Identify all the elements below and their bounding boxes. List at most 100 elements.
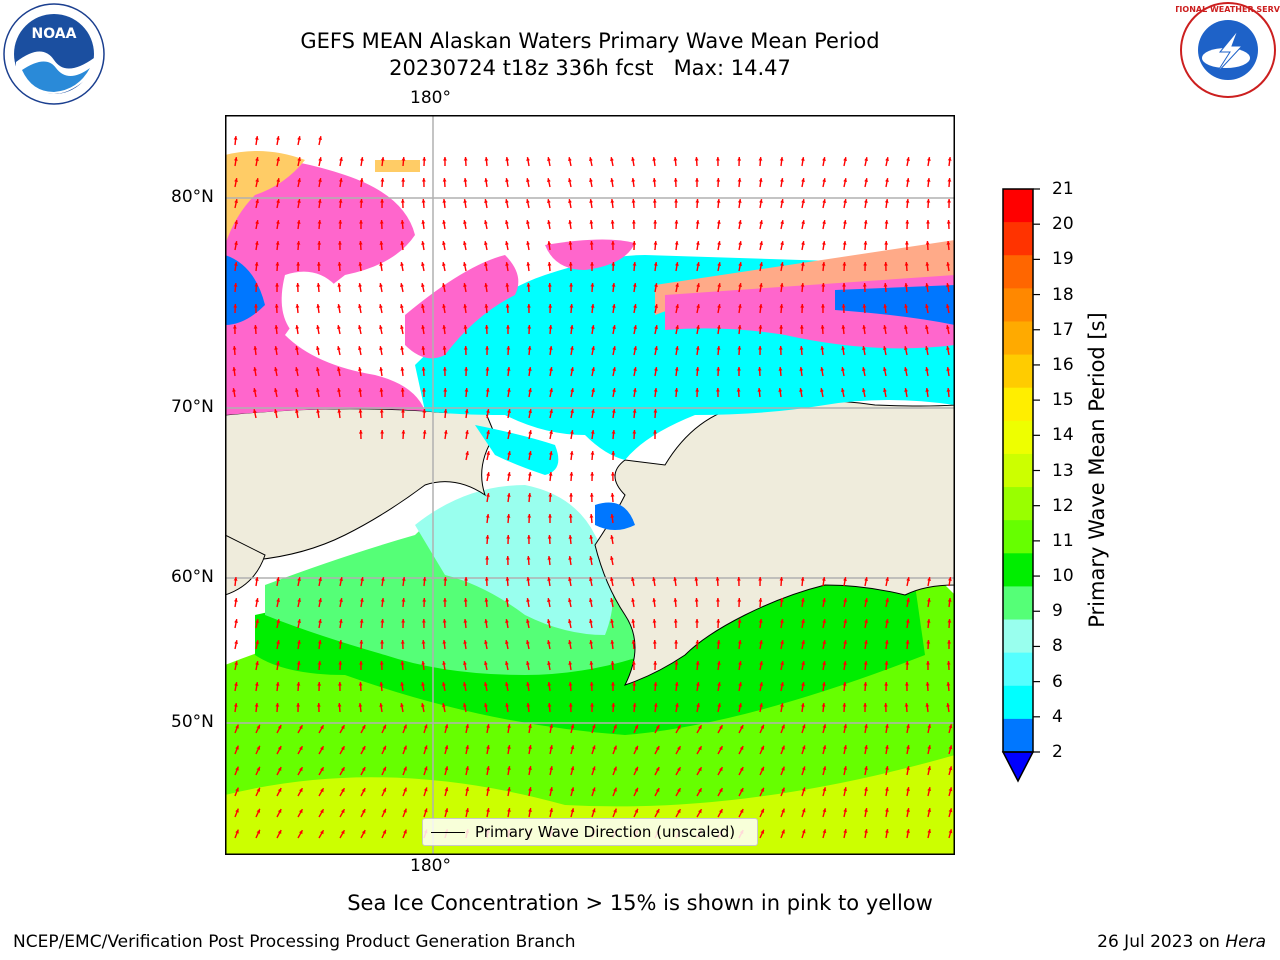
wave-vector-head [948, 829, 953, 834]
wave-vector-head [822, 598, 826, 602]
wave-vector-head [945, 304, 950, 309]
wave-vector-head [421, 325, 425, 329]
wave-vector-head [738, 661, 742, 665]
wave-vector-head [842, 241, 847, 245]
wave-vector-head [295, 346, 299, 350]
wave-vector-head [716, 220, 721, 224]
wave-vector-head [380, 199, 384, 203]
wave-vector-head [568, 556, 573, 560]
wave-vector-head [800, 157, 805, 161]
wave-vector-head [506, 388, 511, 392]
wave-vector-head [526, 220, 530, 225]
wave-vector-head [464, 367, 469, 371]
wave-vector-head [633, 367, 637, 371]
wave-vector-head [820, 346, 825, 350]
wave-vector-head [486, 745, 490, 749]
wave-vector-head [739, 767, 744, 772]
wave-vector-head [652, 577, 656, 581]
wave-vector-head [904, 304, 908, 308]
wave-vector-head [758, 598, 763, 602]
wave-vector-head [862, 346, 866, 350]
wave-vector-head [547, 241, 552, 245]
colorbar-block [1003, 586, 1033, 621]
wave-vector-head [341, 746, 345, 751]
wave-vector-head [423, 787, 428, 792]
wave-vector-head [800, 304, 805, 308]
wave-vector-head [780, 619, 784, 623]
wave-vector-head [843, 619, 848, 624]
wave-vector-head [528, 766, 532, 770]
wave-vector-head [361, 767, 366, 772]
wave-vector-head [547, 661, 551, 665]
wave-vector-head [570, 808, 575, 813]
wave-vector-head [444, 766, 449, 771]
wave-vector-head [719, 746, 723, 751]
wave-vector-head [233, 262, 238, 266]
wave-vector-head [485, 556, 490, 560]
wave-vector-head [905, 619, 910, 623]
colorbar-tick-label: 14 [1052, 425, 1074, 446]
wave-vector-head [781, 787, 785, 792]
wave-vector-head [926, 199, 931, 203]
wave-vector-head [463, 304, 468, 308]
wave-vector-head [946, 241, 951, 245]
wave-vector-head [338, 619, 343, 623]
wave-vector-head [442, 199, 447, 203]
wave-vector-head [677, 809, 681, 814]
wave-vector-head [505, 556, 510, 560]
wave-vector-head [654, 346, 658, 350]
wave-vector-head [719, 767, 723, 772]
wave-vector-head [778, 346, 783, 350]
wave-vector-head [946, 661, 951, 665]
wave-vector-head [883, 703, 888, 707]
wave-vector-head [400, 640, 405, 644]
wave-vector-head [862, 325, 867, 329]
colorbar-tick-label: 11 [1052, 530, 1074, 551]
wave-vector-head [421, 304, 425, 308]
wave-vector-head [674, 682, 679, 686]
wave-vector-head [589, 220, 594, 224]
wave-vector-head [610, 619, 614, 623]
wave-vector-head [527, 367, 532, 371]
wave-vector-head [526, 619, 530, 624]
wave-vector-head [318, 598, 322, 603]
wave-vector-head [297, 199, 301, 203]
wave-vector-head [253, 325, 258, 329]
wave-vector-head [589, 514, 594, 518]
wave-vector-head [255, 199, 260, 204]
wave-vector-head [698, 746, 702, 751]
wave-vector-head [463, 325, 468, 329]
field-chukchi [475, 425, 559, 475]
wave-vector-head [611, 241, 615, 245]
wave-vector-head [757, 367, 762, 371]
wave-vector-head [549, 724, 554, 729]
wave-vector-head [947, 619, 952, 623]
wave-vector-head [401, 430, 406, 434]
wave-vector-head [379, 367, 384, 371]
wave-vector-head [296, 262, 301, 266]
colorbar-block [1003, 685, 1033, 720]
wave-vector-head [422, 598, 427, 602]
wave-vector-head [359, 619, 364, 623]
wave-vector-head [778, 388, 783, 392]
wave-vector-head [632, 262, 637, 266]
wave-vector-head [883, 346, 887, 351]
wave-vector-head [719, 725, 723, 730]
wave-vector-head [948, 745, 953, 750]
wave-vector-head [316, 703, 321, 707]
wave-vector-head [591, 388, 595, 393]
wave-vector-head [655, 746, 660, 751]
wave-vector-head [843, 661, 847, 665]
wave-vector-head [299, 767, 303, 772]
wave-vector-head [927, 766, 932, 771]
wave-vector-head [361, 746, 366, 751]
wave-vector-head [234, 178, 238, 182]
wave-vector-head [400, 661, 405, 665]
wave-vector-head [673, 577, 678, 581]
wave-vector-head [234, 682, 238, 686]
wave-vector-head [295, 283, 300, 287]
wave-vector-head [945, 325, 950, 330]
wave-vector-head [526, 556, 531, 560]
wave-vector-head [505, 262, 509, 266]
wave-vector-head [946, 220, 951, 224]
